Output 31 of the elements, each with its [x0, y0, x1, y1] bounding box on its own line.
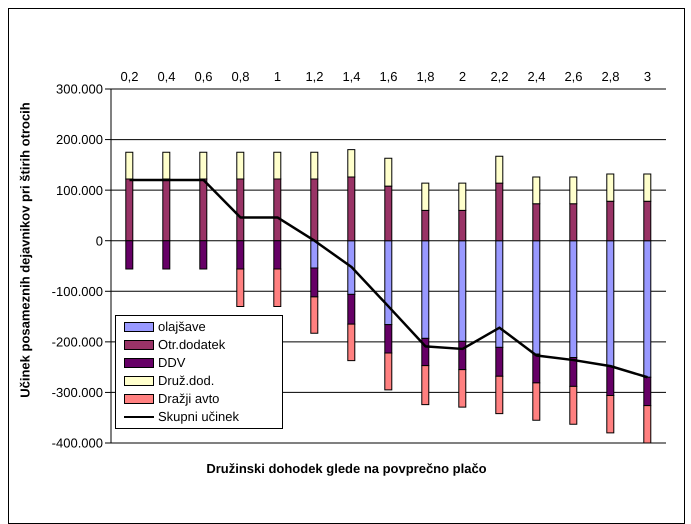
x-tick-label: 1,6	[379, 69, 398, 84]
legend-label: DDV	[158, 354, 186, 372]
x-tick-label: 0,6	[194, 69, 213, 84]
y-tick-label: 300.000	[56, 82, 103, 97]
x-tick-label: 0,8	[231, 69, 250, 84]
x-tick-label: 3	[644, 69, 652, 84]
x-tick-label: 2,4	[527, 69, 546, 84]
y-tick-label: 200.000	[56, 132, 103, 148]
x-tick-label: 2,2	[490, 69, 509, 84]
legend-label: Dražji avto	[158, 390, 220, 408]
y-tick-label: -300.000	[52, 385, 103, 400]
x-tick-label: 2,8	[601, 69, 620, 84]
x-axis-title: Družinski dohodek glede na povprečno plačo	[205, 461, 488, 476]
legend-label: Skupni učinek	[158, 408, 239, 426]
x-tick-label: 1,2	[305, 69, 324, 84]
x-tick-label: 0,2	[120, 69, 139, 84]
x-tick-label: 0,4	[157, 69, 176, 84]
legend-label: olajšave	[158, 318, 206, 336]
legend-label: Otr.dodatek	[158, 336, 226, 354]
y-tick-label: -100.000	[52, 284, 103, 299]
y-tick-label: 0	[96, 233, 103, 248]
y-tick-label: -400.000	[52, 436, 103, 451]
y-tick-label: 100.000	[56, 182, 103, 198]
y-tick-label: -200.000	[52, 334, 103, 350]
x-tick-label: 1,8	[416, 69, 435, 84]
x-tick-label: 2,6	[564, 69, 583, 84]
legend-label: Druž.dod.	[158, 372, 214, 390]
y-axis-title: Učinek posameznih dejavnikov pri štirih otrocih	[18, 102, 32, 398]
x-tick-label: 1	[274, 69, 282, 84]
x-tick-label: 2	[458, 69, 466, 84]
x-tick-label: 1,4	[342, 69, 361, 84]
